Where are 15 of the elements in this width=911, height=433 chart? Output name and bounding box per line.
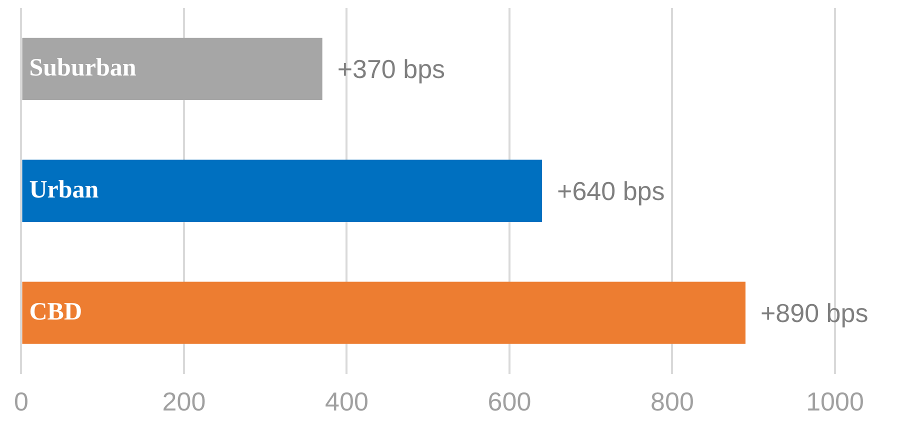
x-tick-label: 0 <box>14 386 28 417</box>
data-label: +890 bps <box>760 298 868 328</box>
x-tick-label: 200 <box>162 386 206 417</box>
y-tick-label: Urban <box>29 176 99 204</box>
bar <box>22 160 542 222</box>
x-tick-label: 600 <box>488 386 532 417</box>
y-tick-label: Suburban <box>29 54 136 82</box>
x-tick-label: 800 <box>650 386 694 417</box>
data-label: +640 bps <box>557 176 665 206</box>
x-tick-label: 400 <box>325 386 368 417</box>
bar <box>22 282 746 344</box>
y-tick-label: CBD <box>29 298 82 326</box>
x-tick-label: 1000 <box>806 386 864 417</box>
bar <box>22 38 322 100</box>
data-label: +370 bps <box>337 54 446 84</box>
